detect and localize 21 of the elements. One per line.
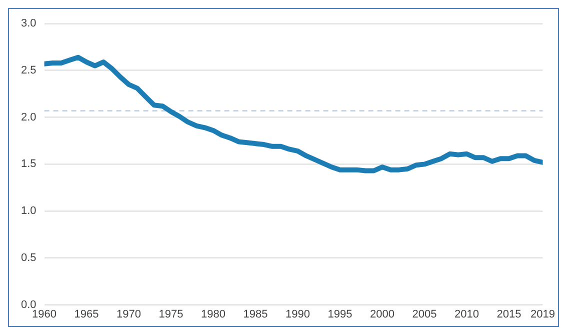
x-tick-label: 1960 [32, 308, 57, 320]
x-tick-label: 1990 [286, 308, 310, 320]
x-tick-label: 1985 [243, 308, 268, 320]
x-tick-label: 2010 [454, 308, 479, 320]
y-tick-label: 2.5 [20, 64, 36, 76]
x-tick-label: 1975 [158, 308, 184, 320]
x-tick-label: 1970 [116, 308, 142, 320]
y-tick-label: 3.0 [20, 18, 36, 30]
y-tick-label: 1.5 [20, 158, 36, 170]
x-tick-label: 2005 [412, 308, 437, 320]
x-tick-label: 2015 [496, 308, 522, 320]
x-tick-label: 1980 [201, 308, 226, 320]
y-tick-label: 2.0 [20, 111, 36, 124]
x-tick-label: 1965 [74, 308, 99, 320]
y-tick-label: 1.0 [20, 205, 36, 218]
y-tick-label: 0.5 [20, 252, 36, 264]
x-tick-label: 1995 [328, 308, 352, 320]
x-tick-label: 2019 [530, 308, 556, 320]
x-tick-label: 2000 [370, 308, 394, 320]
frame: 1960 1965 1970 1975 1980 1985 1990 1995 2000 2005 2010 2015 2019 0.0 0.5 1.0 1.5 2.0 2.5 3.0 [8, 8, 559, 327]
y-tick-label: 0.0 [20, 298, 36, 311]
